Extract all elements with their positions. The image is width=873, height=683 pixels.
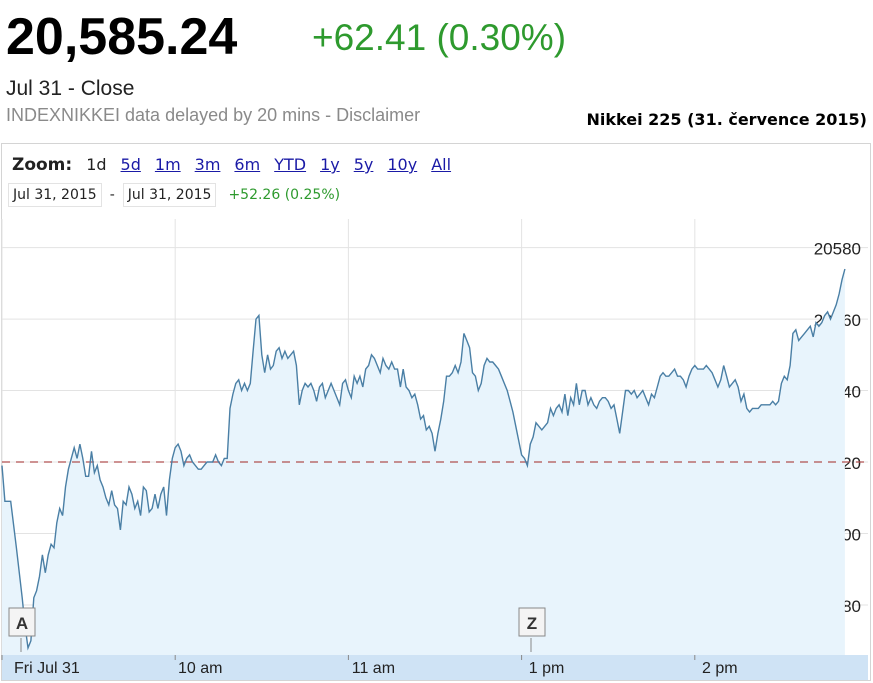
y-tick-label: 20580 bbox=[814, 240, 861, 259]
marker-z-label: Z bbox=[527, 614, 537, 633]
zoom-option-3m[interactable]: 3m bbox=[194, 155, 221, 174]
price-change: +62.41 (0.30%) bbox=[312, 17, 567, 58]
range-separator: - bbox=[109, 187, 115, 203]
x-tick-label: Fri Jul 31 bbox=[14, 660, 80, 677]
x-tick-label: 10 am bbox=[178, 660, 222, 677]
date-range-row: Jul 31, 2015 - Jul 31, 2015 +52.26 (0.25… bbox=[8, 183, 340, 207]
zoom-label: Zoom: bbox=[12, 155, 73, 175]
zoom-option-all[interactable]: All bbox=[431, 155, 452, 174]
zoom-option-1y[interactable]: 1y bbox=[320, 155, 340, 174]
marker-a-label: A bbox=[16, 614, 28, 633]
zoom-bar: Zoom: 1d 5d 1m 3m 6m YTD 1y 5y 10y All bbox=[12, 155, 451, 175]
zoom-option-6m[interactable]: 6m bbox=[234, 155, 261, 174]
range-change: +52.26 (0.25%) bbox=[228, 187, 341, 203]
x-tick-label: 1 pm bbox=[529, 660, 565, 677]
range-to-input[interactable]: Jul 31, 2015 bbox=[122, 183, 217, 207]
close-label: Jul 31 - Close bbox=[6, 77, 135, 100]
range-from-input[interactable]: Jul 31, 2015 bbox=[8, 183, 102, 207]
zoom-options: 1d 5d 1m 3m 6m YTD 1y 5y 10y All bbox=[86, 155, 451, 174]
x-tick-label: 2 pm bbox=[702, 660, 738, 677]
marker-z[interactable] bbox=[518, 607, 546, 637]
index-price: 20,585.24 bbox=[6, 8, 238, 66]
x-axis-band bbox=[2, 655, 868, 680]
zoom-option-1d[interactable]: 1d bbox=[86, 155, 107, 174]
zoom-option-ytd[interactable]: YTD bbox=[274, 155, 307, 174]
x-tick-label: 11 am bbox=[352, 660, 395, 677]
zoom-option-5d[interactable]: 5d bbox=[120, 155, 141, 174]
chart-caption: Nikkei 225 (31. července 2015) bbox=[586, 110, 867, 129]
zoom-option-1m[interactable]: 1m bbox=[154, 155, 181, 174]
zoom-option-5y[interactable]: 5y bbox=[353, 155, 374, 174]
price-line bbox=[1, 268, 846, 651]
delay-disclaimer[interactable]: INDEXNIKKEI data delayed by 20 mins - Di… bbox=[6, 105, 421, 125]
zoom-option-10y[interactable]: 10y bbox=[387, 155, 418, 174]
marker-a[interactable] bbox=[8, 607, 36, 637]
